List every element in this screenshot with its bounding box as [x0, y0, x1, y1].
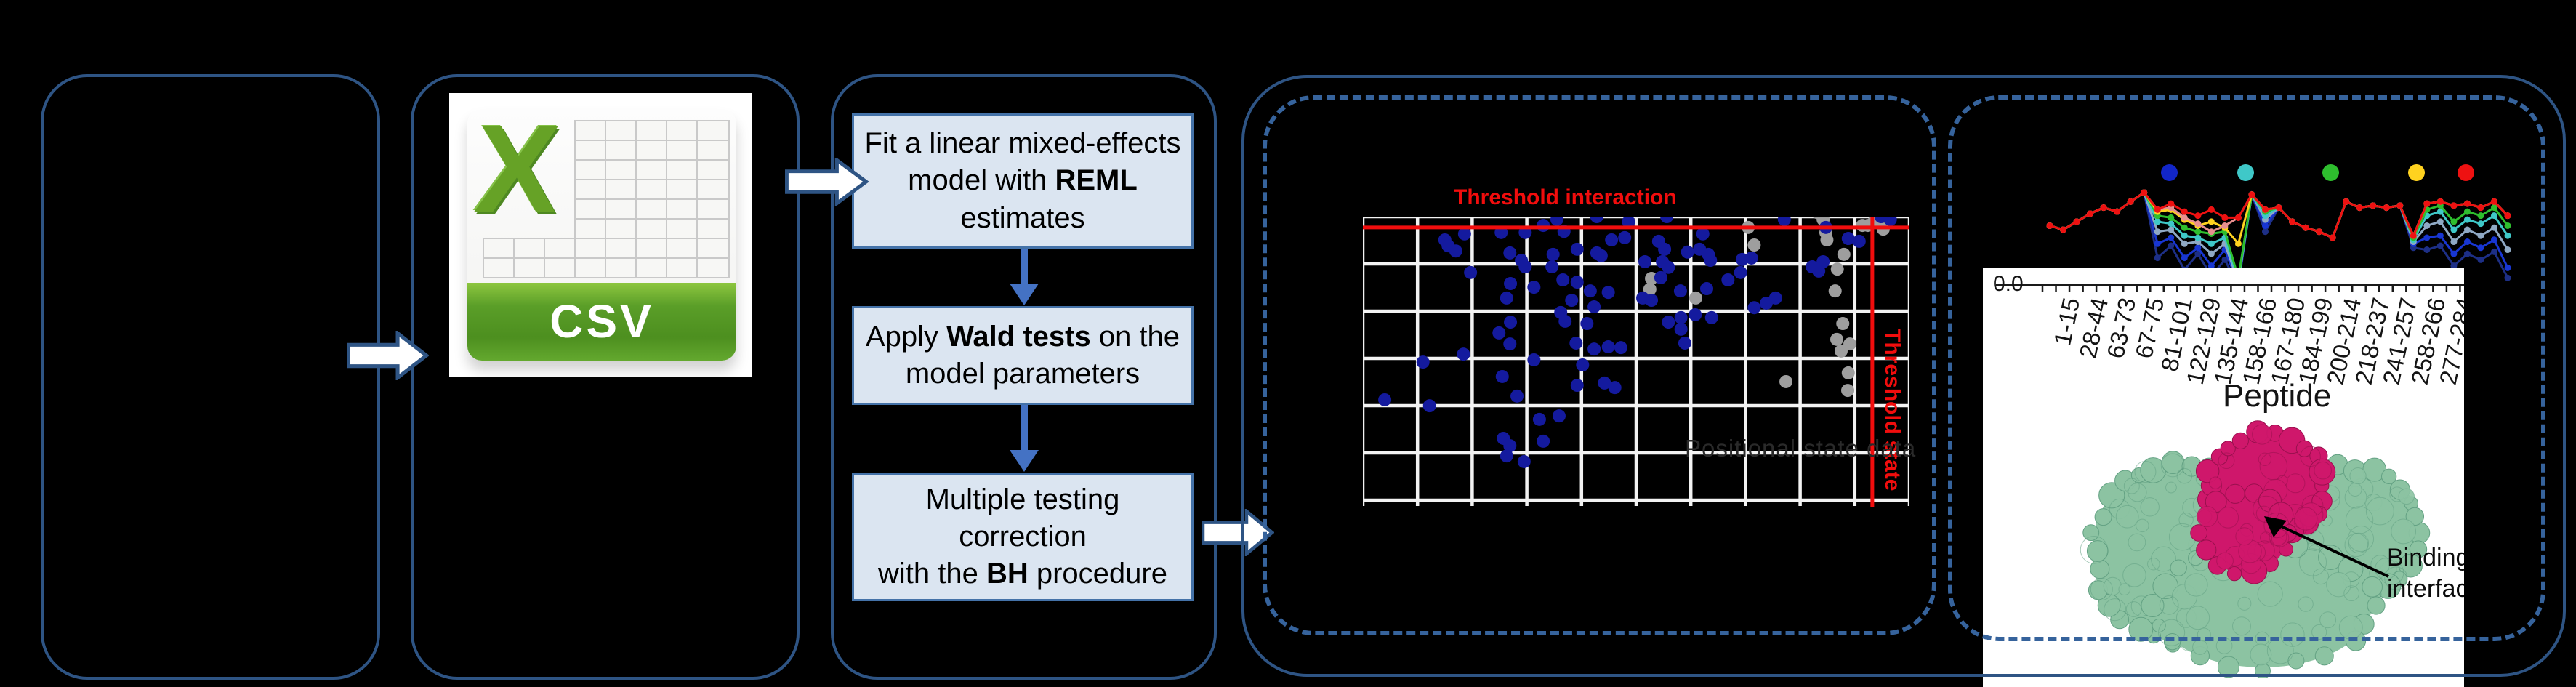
- arrow-input-to-csv: [347, 331, 429, 380]
- legend-dot-2: [2237, 164, 2254, 181]
- flow-arrow-down-1: [1010, 249, 1039, 305]
- threshold-state-label: Threshold state: [1880, 329, 1904, 491]
- peptide-protein-panel: 0.0 1-15 28-44 63-73 67-75 81-101 122-129 135-…: [1983, 268, 2464, 687]
- spreadsheet-grid-icon: [483, 120, 730, 278]
- peptide-axis-caption: Peptide: [2223, 378, 2332, 414]
- arrow-model-to-results: [1202, 509, 1274, 556]
- uptake-x-axis: [1996, 284, 2464, 292]
- legend-dot-5: [2458, 164, 2474, 181]
- binding-interface-label: Bindinginterface: [2387, 544, 2464, 603]
- arrow-csv-to-model: [785, 158, 869, 206]
- csv-file-icon: X CSV: [467, 109, 736, 361]
- y-axis-tick-0: 0.0: [1993, 272, 2024, 296]
- threshold-interaction-label: Threshold interaction: [1454, 185, 1677, 209]
- flow-arrow-down-2: [1010, 405, 1039, 472]
- flow-step-fit-model: Fit a linear mixed-effects model with RE…: [852, 113, 1194, 249]
- legend-dot-4: [2408, 164, 2425, 181]
- excel-x-icon: X: [471, 109, 564, 238]
- section-box-model: Fit a linear mixed-effects model with RE…: [831, 74, 1217, 680]
- section-box-results: [1241, 75, 2566, 677]
- section-box-input: [41, 74, 380, 680]
- binding-interface-arrow: [2264, 516, 2389, 578]
- threshold-scatter-plot: [1363, 217, 1909, 507]
- section-box-csv: [411, 74, 800, 680]
- scatter-x-axis-title: Positional state data: [1685, 435, 1917, 462]
- legend-dot-1: [2161, 164, 2178, 181]
- legend-dot-3: [2322, 164, 2339, 181]
- csv-label: CSV: [550, 295, 654, 348]
- csv-band: CSV: [467, 282, 736, 361]
- flow-step-wald-tests: Apply Wald tests on the model parameters: [852, 306, 1194, 405]
- flow-step-bh-correction: Multiple testing correction with the BH p…: [852, 473, 1194, 601]
